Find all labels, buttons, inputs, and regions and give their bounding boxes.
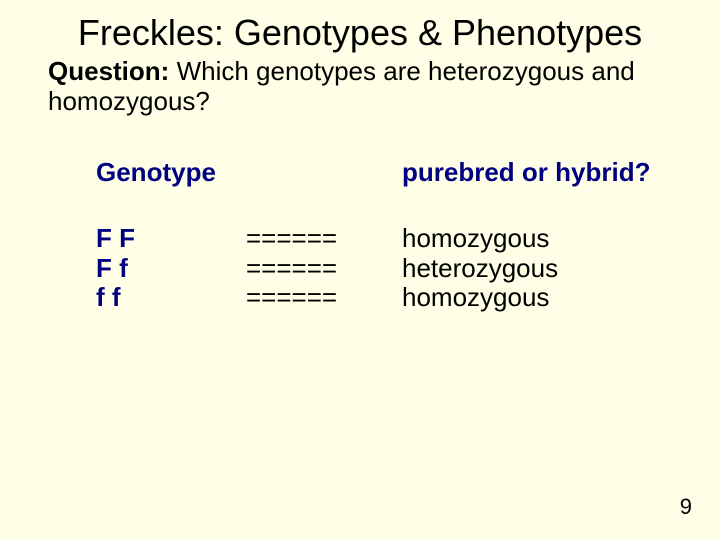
table-header-row: Genotype purebred or hybrid? (96, 157, 650, 188)
table-spacer-row (96, 188, 650, 224)
table-row: f f ====== homozygous (96, 283, 650, 313)
cell-genotype: f f (96, 283, 246, 313)
cell-answer: heterozygous (402, 254, 650, 284)
genotype-table: Genotype purebred or hybrid? F F ====== … (96, 157, 650, 314)
question-label: Question: (48, 56, 169, 86)
table-row: F F ====== homozygous (96, 224, 650, 254)
cell-separator: ====== (246, 283, 402, 313)
cell-separator: ====== (246, 224, 402, 254)
cell-answer: homozygous (402, 283, 650, 313)
cell-genotype: F f (96, 254, 246, 284)
slide-title: Freckles: Genotypes & Phenotypes (0, 0, 720, 53)
header-genotype: Genotype (96, 157, 246, 188)
question-block: Question: Which genotypes are heterozygo… (0, 53, 720, 117)
table-row: F f ====== heterozygous (96, 254, 650, 284)
cell-answer: homozygous (402, 224, 650, 254)
genotype-table-wrap: Genotype purebred or hybrid? F F ====== … (0, 117, 720, 314)
slide: Freckles: Genotypes & Phenotypes Questio… (0, 0, 720, 540)
header-spacer (246, 157, 402, 188)
cell-separator: ====== (246, 254, 402, 284)
header-result: purebred or hybrid? (402, 157, 650, 188)
page-number: 9 (680, 494, 692, 520)
cell-genotype: F F (96, 224, 246, 254)
